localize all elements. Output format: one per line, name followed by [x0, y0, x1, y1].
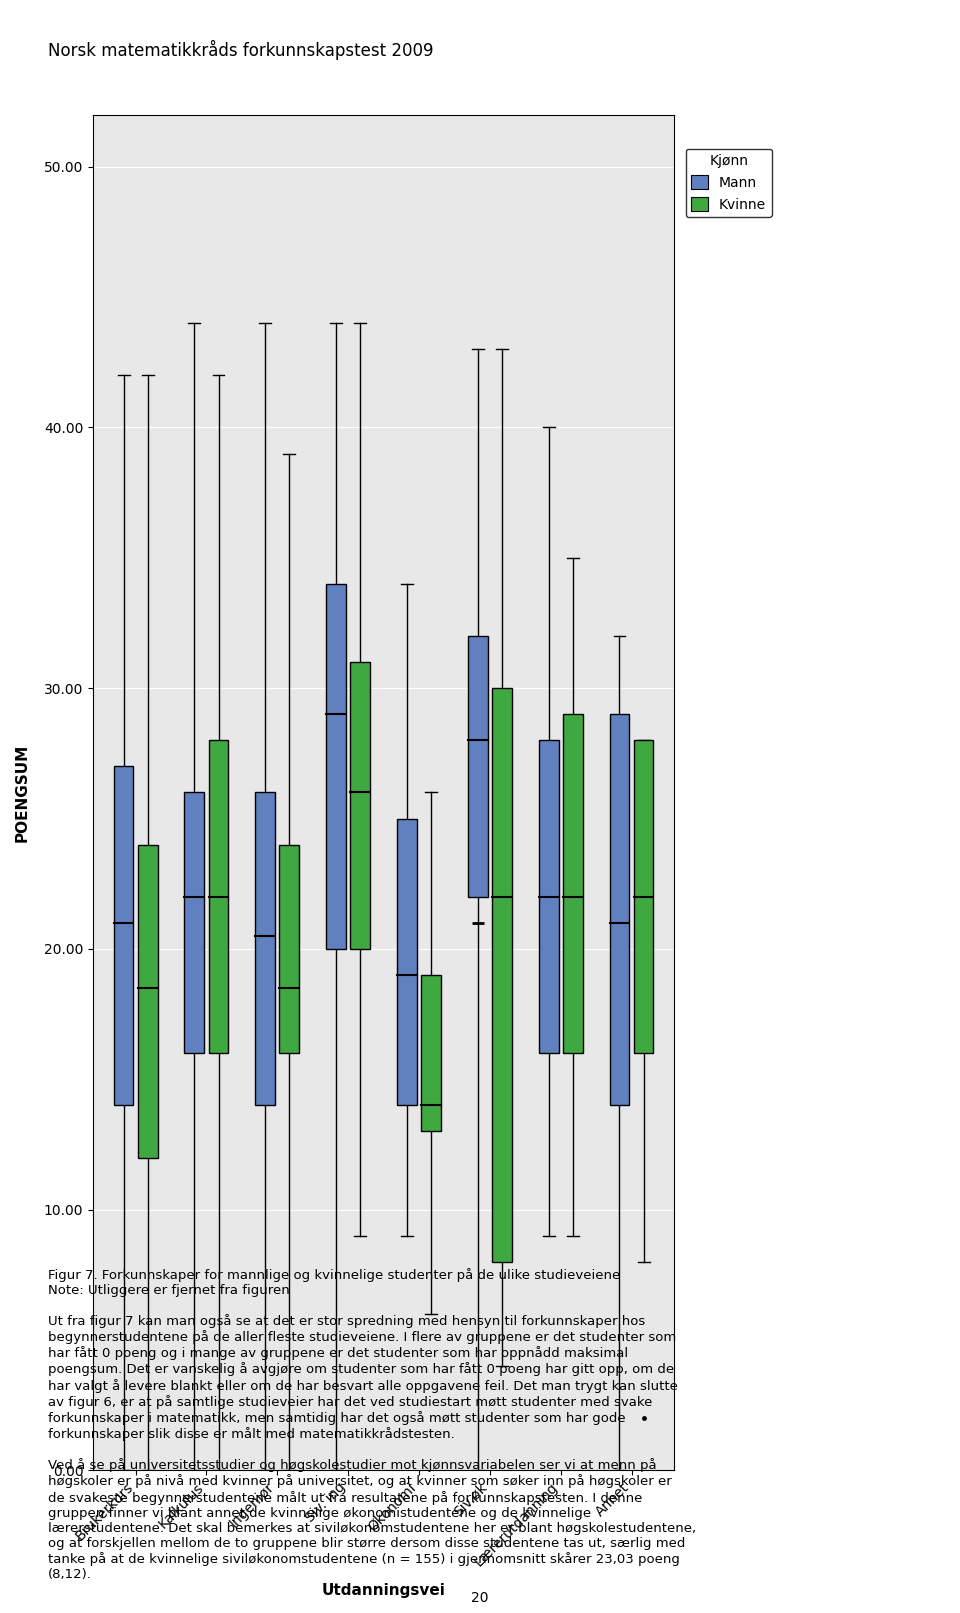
FancyBboxPatch shape: [137, 845, 157, 1158]
FancyBboxPatch shape: [468, 636, 488, 897]
FancyBboxPatch shape: [184, 792, 204, 1053]
FancyBboxPatch shape: [492, 689, 512, 1261]
FancyBboxPatch shape: [610, 715, 630, 1105]
X-axis label: Utdanningsvei: Utdanningsvei: [322, 1582, 445, 1598]
Legend: Mann, Kvinne: Mann, Kvinne: [685, 148, 772, 218]
FancyBboxPatch shape: [255, 792, 276, 1105]
FancyBboxPatch shape: [350, 661, 371, 948]
FancyBboxPatch shape: [563, 715, 583, 1053]
FancyBboxPatch shape: [539, 740, 559, 1053]
Text: Figur 7. Forkunnskaper for mannlige og kvinnelige studenter på de ulike studieve: Figur 7. Forkunnskaper for mannlige og k…: [48, 1268, 696, 1581]
FancyBboxPatch shape: [421, 974, 441, 1131]
Text: Norsk matematikkråds forkunnskapstest 2009: Norsk matematikkråds forkunnskapstest 20…: [48, 40, 434, 60]
FancyBboxPatch shape: [397, 818, 417, 1105]
Y-axis label: POENGSUM: POENGSUM: [15, 744, 30, 842]
FancyBboxPatch shape: [208, 740, 228, 1053]
Text: 20: 20: [471, 1590, 489, 1605]
FancyBboxPatch shape: [113, 766, 133, 1105]
FancyBboxPatch shape: [279, 845, 300, 1053]
FancyBboxPatch shape: [326, 584, 346, 948]
FancyBboxPatch shape: [634, 740, 654, 1053]
